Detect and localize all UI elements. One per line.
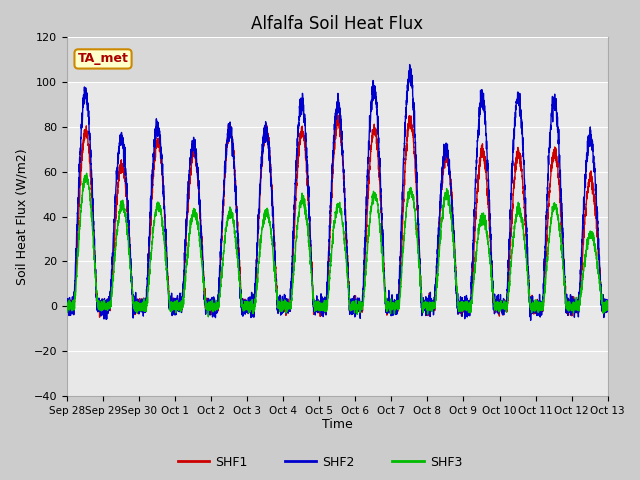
Title: Alfalfa Soil Heat Flux: Alfalfa Soil Heat Flux [251,15,423,33]
X-axis label: Time: Time [322,419,353,432]
Legend: SHF1, SHF2, SHF3: SHF1, SHF2, SHF3 [173,451,467,474]
Y-axis label: Soil Heat Flux (W/m2): Soil Heat Flux (W/m2) [15,148,28,285]
Bar [67,37,608,82]
Text: TA_met: TA_met [77,52,129,65]
